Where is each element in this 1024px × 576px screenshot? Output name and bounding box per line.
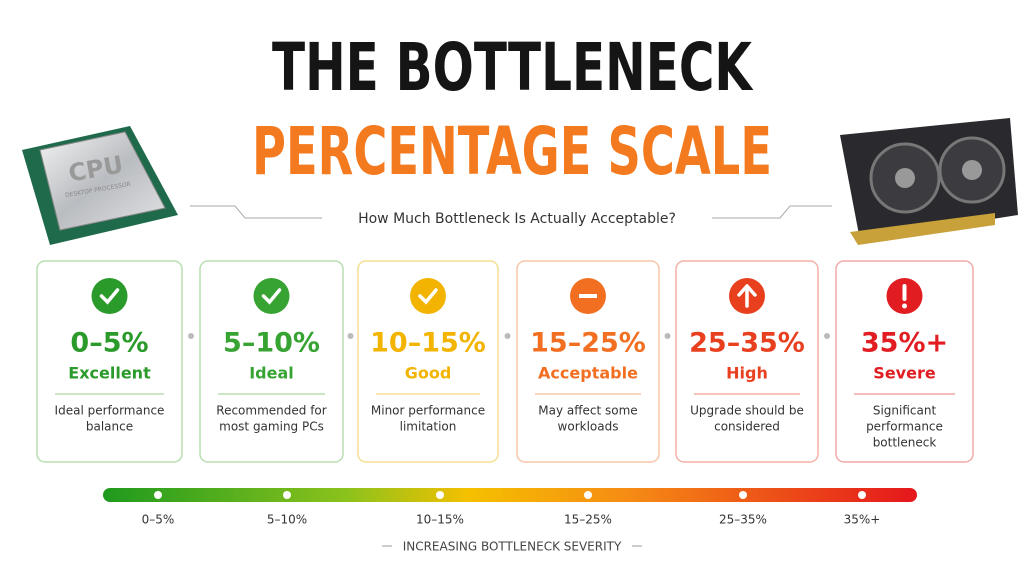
card-description: Upgrade should be [690, 404, 804, 418]
connector-dot [504, 333, 511, 339]
scale-label: 5–10% [267, 513, 307, 527]
connector-dot [824, 333, 830, 339]
scale-caption: INCREASING BOTTLENECK SEVERITY [403, 540, 622, 554]
card-description: Significant [873, 404, 937, 418]
card [675, 260, 819, 463]
icon-glyph [418, 288, 438, 305]
cpu-image: CPU DESKTOP PROCESSOR [22, 126, 178, 245]
card-range: 10–15% [370, 328, 486, 359]
connector-dot [347, 333, 354, 339]
scale-label: 10–15% [416, 513, 464, 527]
card-range: 25–35% [689, 328, 805, 359]
card-label: Severe [873, 364, 936, 383]
card-range: 5–10% [223, 328, 320, 359]
card-description: Minor performance [371, 404, 485, 418]
subtitle: How Much Bottleneck Is Actually Acceptab… [358, 211, 676, 227]
card-description: considered [714, 420, 780, 434]
card-description: most gaming PCs [219, 420, 324, 434]
card-range: 0–5% [70, 328, 148, 359]
card-description: bottleneck [873, 436, 937, 450]
title-line2: PERCENTAGE SCALE [252, 113, 772, 190]
scale-dot [584, 491, 592, 499]
scale-label: 15–25% [564, 513, 612, 527]
scale-dot [154, 491, 162, 499]
status-icon [410, 278, 446, 314]
status-icon [253, 278, 290, 314]
icon-glyph [99, 288, 120, 305]
scale-dot [436, 491, 444, 499]
card [36, 260, 183, 463]
scale-label: 25–35% [719, 513, 767, 527]
scale-dot [739, 491, 747, 499]
card-description: balance [86, 420, 133, 434]
card-range: 15–25% [530, 328, 646, 359]
card [516, 260, 660, 463]
card-description: Recommended for [216, 404, 326, 418]
card-label: Acceptable [538, 364, 638, 383]
card-range: 35%+ [861, 328, 948, 359]
decor-line [190, 205, 322, 219]
card [357, 260, 499, 463]
decor-line [712, 205, 832, 219]
status-icon [91, 278, 128, 314]
icon-glyph [902, 303, 907, 309]
scale-label: 35%+ [844, 513, 881, 527]
card-description: limitation [400, 420, 457, 434]
icon-glyph [261, 288, 282, 305]
scale-dot [283, 491, 291, 499]
card-description: workloads [558, 420, 619, 434]
severity-bar [103, 488, 917, 502]
connector-dot [188, 333, 194, 339]
card-description: Ideal performance [55, 404, 165, 418]
connector-dot [664, 333, 671, 339]
gpu-image [840, 118, 1018, 245]
scale-dot [858, 491, 866, 499]
card-label: Excellent [68, 364, 151, 383]
card [835, 260, 974, 463]
card-label: High [726, 364, 768, 383]
scale-label: 0–5% [142, 513, 175, 527]
card-description: performance [866, 420, 943, 434]
card-label: Ideal [249, 364, 294, 383]
card-description: May affect some [538, 404, 637, 418]
card [199, 260, 344, 463]
title-line1: THE BOTTLENECK [272, 29, 754, 106]
card-label: Good [405, 364, 452, 383]
icon-glyph [737, 284, 757, 308]
